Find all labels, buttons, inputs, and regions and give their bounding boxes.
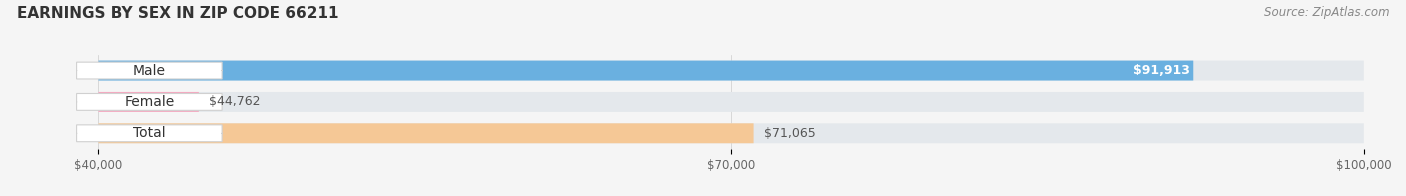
FancyBboxPatch shape <box>76 62 222 79</box>
Text: Total: Total <box>134 126 166 140</box>
FancyBboxPatch shape <box>98 92 198 112</box>
FancyBboxPatch shape <box>98 123 754 143</box>
Text: Female: Female <box>124 95 174 109</box>
Text: $91,913: $91,913 <box>1133 64 1189 77</box>
Text: Source: ZipAtlas.com: Source: ZipAtlas.com <box>1264 6 1389 19</box>
FancyBboxPatch shape <box>76 93 222 110</box>
FancyBboxPatch shape <box>98 92 1364 112</box>
FancyBboxPatch shape <box>76 125 222 142</box>
FancyBboxPatch shape <box>98 61 1194 81</box>
FancyBboxPatch shape <box>98 61 1364 81</box>
FancyBboxPatch shape <box>98 123 1364 143</box>
Text: $71,065: $71,065 <box>763 127 815 140</box>
Text: Male: Male <box>132 64 166 78</box>
Text: EARNINGS BY SEX IN ZIP CODE 66211: EARNINGS BY SEX IN ZIP CODE 66211 <box>17 6 339 21</box>
Text: $44,762: $44,762 <box>209 95 260 108</box>
